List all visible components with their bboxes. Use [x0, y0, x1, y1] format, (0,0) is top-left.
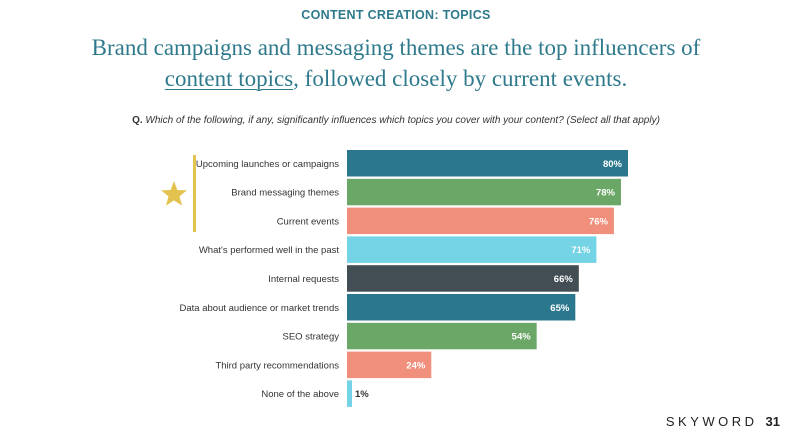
bar-6 — [347, 322, 537, 350]
category-label-0: Upcoming launches or campaigns — [196, 159, 339, 170]
value-label-3: 71% — [571, 245, 591, 256]
value-label-8: 1% — [355, 389, 369, 400]
headline-part1: Brand campaigns and messaging themes are… — [91, 35, 701, 60]
footer: SKYWORD 31 — [666, 414, 780, 429]
highlight-bracket — [193, 155, 196, 232]
value-label-4: 66% — [554, 274, 574, 285]
bar-4 — [347, 265, 579, 292]
bar-7 — [347, 351, 432, 379]
value-label-0: 80% — [603, 159, 623, 170]
value-label-7: 24% — [406, 360, 426, 371]
category-label-3: What's performed well in the past — [199, 245, 340, 256]
headline-part2: , followed closely by current events. — [293, 66, 628, 91]
page-headline: Brand campaigns and messaging themes are… — [0, 32, 792, 94]
category-label-5: Data about audience or market trends — [180, 303, 340, 314]
value-label-6: 54% — [512, 332, 532, 343]
question-text: Which of the following, if any, signific… — [145, 115, 660, 126]
bar-8 — [347, 380, 352, 407]
bar-5 — [347, 294, 576, 321]
page-number: 31 — [765, 414, 780, 429]
category-label-1: Brand messaging themes — [231, 188, 339, 199]
bar-2 — [347, 207, 614, 235]
brand-logo: SKYWORD — [665, 414, 758, 429]
category-label-4: Internal requests — [268, 274, 339, 285]
star-icon — [161, 181, 187, 206]
bar-1 — [347, 178, 621, 206]
survey-question: Q. Which of the following, if any, signi… — [0, 115, 792, 126]
category-label-6: SEO strategy — [283, 332, 340, 343]
category-label-8: None of the above — [261, 389, 339, 400]
question-prefix: Q. — [132, 115, 143, 126]
headline-underlined: content topics — [164, 66, 294, 91]
value-label-2: 76% — [589, 216, 609, 227]
category-label-7: Third party recommendations — [215, 360, 339, 371]
bar-0 — [347, 150, 628, 177]
bar-3 — [347, 236, 597, 263]
value-label-1: 78% — [596, 188, 616, 199]
value-label-5: 65% — [550, 303, 570, 314]
section-eyebrow: CONTENT CREATION: TOPICS — [301, 8, 491, 22]
category-label-2: Current events — [277, 216, 340, 227]
